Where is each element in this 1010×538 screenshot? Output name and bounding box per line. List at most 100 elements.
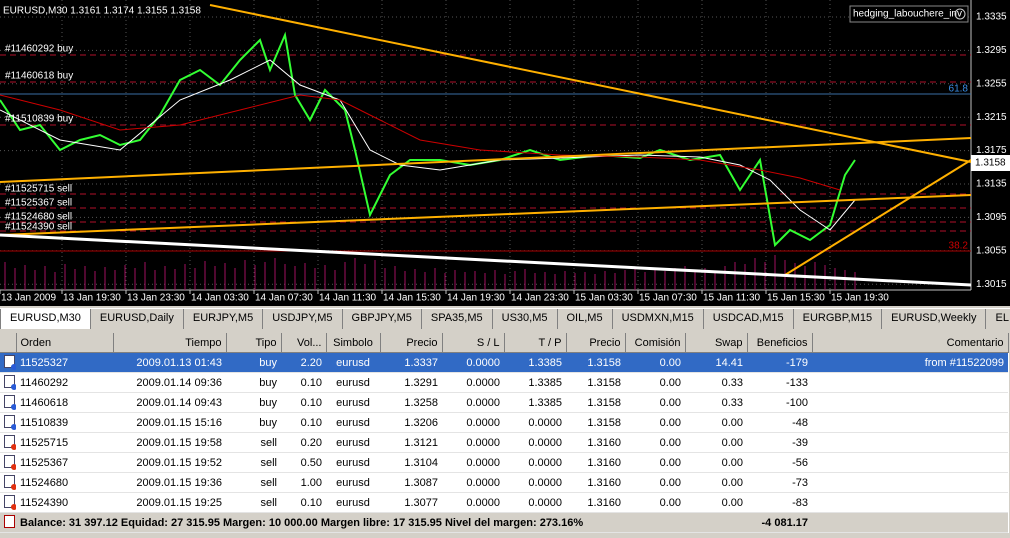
order-row[interactable]: 11510839 2009.01.15 15:16 buy 0.10 eurusd 1.3… <box>0 412 1008 433</box>
order-icon <box>0 412 16 433</box>
cell <box>812 392 1008 413</box>
cell: 0.00 <box>685 432 747 453</box>
cell: 0.0000 <box>504 412 566 433</box>
cell: 0.00 <box>625 472 685 493</box>
cell: 1.3158 <box>566 412 625 433</box>
cell: 11525715 <box>16 432 113 453</box>
cell: 0.00 <box>625 412 685 433</box>
cell: 1.3291 <box>380 372 442 393</box>
cell: -133 <box>747 372 812 393</box>
chart-tab[interactable]: EURUSD,Daily <box>91 309 184 329</box>
time-label: 13 Jan 2009 <box>1 293 56 304</box>
cell: -179 <box>747 352 812 373</box>
chart-tab[interactable]: US30,M5 <box>493 309 558 329</box>
chart-tab[interactable]: SPA35,M5 <box>422 309 493 329</box>
footer-icon <box>0 512 16 533</box>
order-row[interactable]: 11525367 2009.01.15 19:52 sell 0.50 eurusd 1.… <box>0 452 1008 473</box>
chart-tab[interactable]: EL <box>986 309 1010 329</box>
chart-tab[interactable]: EURJPY,M5 <box>184 309 264 329</box>
cell: 1.3385 <box>504 392 566 413</box>
cell: 1.3121 <box>380 432 442 453</box>
cell: 0.10 <box>281 492 326 513</box>
time-label: 15 Jan 15:30 <box>767 293 825 304</box>
icon <box>4 494 16 510</box>
icon <box>4 414 16 430</box>
cell: -83 <box>747 492 812 513</box>
cell: eurusd <box>326 492 380 513</box>
cell <box>812 412 1008 433</box>
cell: 1.3206 <box>380 412 442 433</box>
icon-dot <box>11 403 16 410</box>
cell: eurusd <box>326 452 380 473</box>
chart-tab[interactable]: EURGBP,M15 <box>794 309 883 329</box>
chart-tab[interactable]: USDMXN,M15 <box>613 309 704 329</box>
cell: 0.0000 <box>504 432 566 453</box>
cell: 0.00 <box>685 412 747 433</box>
fast-ma <box>0 59 856 231</box>
cell: buy <box>226 412 281 433</box>
icon-dot <box>11 383 16 390</box>
order-lines <box>0 54 971 232</box>
cell: 0.10 <box>281 372 326 393</box>
order-row[interactable]: 11525327 2009.01.13 01:43 buy 2.20 eurusd 1.3… <box>0 352 1008 373</box>
icon-dot <box>11 423 16 430</box>
price-label: 1.3095 <box>976 212 1007 223</box>
cell: eurusd <box>326 472 380 493</box>
order-row[interactable]: 11525715 2009.01.15 19:58 sell 0.20 eurusd 1.… <box>0 432 1008 453</box>
cell: 2009.01.13 01:43 <box>113 352 226 373</box>
cell: 11525327 <box>16 352 113 373</box>
cell <box>812 432 1008 453</box>
cell: 1.3158 <box>566 352 625 373</box>
cell: sell <box>226 492 281 513</box>
cell: 0.0000 <box>442 472 504 493</box>
cell: 11460618 <box>16 392 113 413</box>
cell: 1.3158 <box>566 392 625 413</box>
cell: eurusd <box>326 432 380 453</box>
price-label: 1.3215 <box>976 112 1007 123</box>
cell: 0.0000 <box>442 392 504 413</box>
cell: 0.00 <box>625 352 685 373</box>
cell: 0.0000 <box>504 492 566 513</box>
cell: 0.20 <box>281 432 326 453</box>
icon-dot <box>11 503 16 510</box>
icon-dot <box>11 363 16 370</box>
cell: -100 <box>747 392 812 413</box>
column-header: Tipo <box>226 333 282 353</box>
order-row[interactable]: 11460618 2009.01.14 09:43 buy 0.10 eurusd 1.3… <box>0 392 1008 413</box>
column-header: Orden <box>16 333 114 353</box>
order-row[interactable]: 11524390 2009.01.15 19:25 sell 0.10 eurusd 1.… <box>0 492 1008 513</box>
chart-tab[interactable]: GBPJPY,M5 <box>343 309 422 329</box>
icon <box>4 374 16 390</box>
chart-tab[interactable]: EURUSD,M30 <box>0 309 91 329</box>
order-icon <box>0 392 16 413</box>
price-label: 1.3255 <box>976 78 1007 89</box>
cell <box>812 452 1008 473</box>
chart-tab[interactable]: OIL,M5 <box>558 309 613 329</box>
order-icon <box>0 472 16 493</box>
cell: 1.3160 <box>566 472 625 493</box>
chart-tab[interactable]: USDJPY,M5 <box>263 309 343 329</box>
order-row[interactable]: 11460292 2009.01.14 09:36 buy 0.10 eurusd 1.3… <box>0 372 1008 393</box>
cell: 0.0000 <box>504 452 566 473</box>
cell: eurusd <box>326 392 380 413</box>
column-header: Comisión <box>625 333 686 353</box>
icon-dot <box>11 443 16 450</box>
order-icon <box>0 372 16 393</box>
cell: 0.10 <box>281 412 326 433</box>
footer-row: Balance: 31 397.12 Equidad: 27 315.95 Ma… <box>0 512 1008 533</box>
icon <box>4 434 16 450</box>
chart-tab[interactable]: USDCAD,M15 <box>704 309 794 329</box>
cell: -73 <box>747 472 812 493</box>
column-header: S / L <box>442 333 505 353</box>
chart-tab[interactable]: EURUSD,Weekly <box>882 309 987 329</box>
order-icon <box>0 452 16 473</box>
cell: 0.00 <box>685 472 747 493</box>
footer-summary: Balance: 31 397.12 Equidad: 27 315.95 Ma… <box>16 512 747 533</box>
order-label: #11524680 sell <box>5 212 72 223</box>
column-header: Swap <box>685 333 748 353</box>
order-row[interactable]: 11524680 2009.01.15 19:36 sell 1.00 eurusd 1.… <box>0 472 1008 493</box>
column-header: Vol... <box>281 333 327 353</box>
chart-background <box>0 0 1010 306</box>
time-label: 13 Jan 23:30 <box>127 293 185 304</box>
